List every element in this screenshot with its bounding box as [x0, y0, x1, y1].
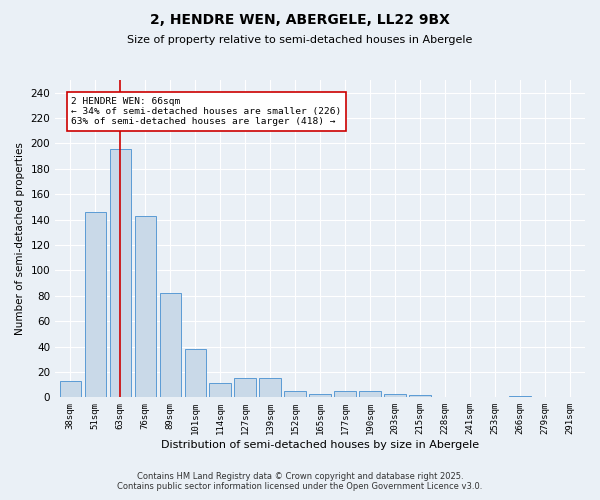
Y-axis label: Number of semi-detached properties: Number of semi-detached properties [15, 142, 25, 335]
Text: Contains HM Land Registry data © Crown copyright and database right 2025.
Contai: Contains HM Land Registry data © Crown c… [118, 472, 482, 491]
Text: 2, HENDRE WEN, ABERGELE, LL22 9BX: 2, HENDRE WEN, ABERGELE, LL22 9BX [150, 12, 450, 26]
Bar [134, 216, 156, 398]
Bar [110, 148, 131, 398]
X-axis label: Distribution of semi-detached houses by size in Abergele: Distribution of semi-detached houses by … [161, 440, 479, 450]
Text: Size of property relative to semi-detached houses in Abergele: Size of property relative to semi-detach… [127, 35, 473, 45]
Bar [509, 396, 530, 398]
Bar [310, 394, 331, 398]
Text: 2 HENDRE WEN: 66sqm
← 34% of semi-detached houses are smaller (226)
63% of semi-: 2 HENDRE WEN: 66sqm ← 34% of semi-detach… [71, 96, 341, 126]
Bar [385, 394, 406, 398]
Bar [409, 395, 431, 398]
Bar [59, 381, 81, 398]
Bar [160, 293, 181, 398]
Bar [334, 391, 356, 398]
Bar [284, 391, 306, 398]
Bar [185, 349, 206, 398]
Bar [359, 391, 380, 398]
Bar [85, 212, 106, 398]
Bar [235, 378, 256, 398]
Bar [209, 384, 231, 398]
Bar [259, 378, 281, 398]
